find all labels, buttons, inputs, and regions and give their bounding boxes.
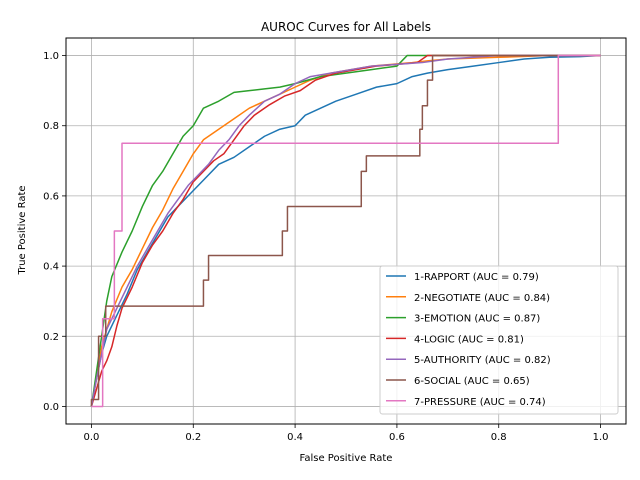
x-tick-label: 0.6 [389,432,405,443]
series-lines [90,54,601,408]
x-axis-ticks: 0.0 0.2 0.4 0.6 0.8 1.0 [84,424,609,443]
axes-frame [65,37,627,425]
legend-label: 4-LOGIC (AUC = 0.81) [414,334,524,345]
series-line-7-pressure [91,54,601,408]
x-axis-label: False Positive Rate [300,453,393,464]
legend: 1-RAPPORT (AUC = 0.79) 2-NEGOTIATE (AUC =… [379,265,619,415]
series-line-5-authority [90,54,601,407]
y-tick-label: 0.8 [43,121,59,132]
series-line-6-social [90,54,601,407]
series-line-1-rapport [90,54,601,407]
x-tick-label: 0.4 [287,432,303,443]
y-tick-label: 0.0 [43,402,59,413]
legend-label: 6-SOCIAL (AUC = 0.65) [414,376,530,387]
series-line-3-emotion [90,54,601,407]
legend-label: 7-PRESSURE (AUC = 0.74) [414,397,546,408]
y-tick-label: 0.6 [43,191,59,202]
x-tick-label: 1.0 [593,432,609,443]
y-axis-label: True Positive Rate [17,185,28,275]
y-tick-label: 1.0 [43,51,59,62]
chart-title: AUROC Curves for All Labels [261,20,431,34]
legend-label: 2-NEGOTIATE (AUC = 0.84) [414,293,550,304]
x-tick-label: 0.2 [185,432,201,443]
legend-box [379,265,619,415]
x-tick-label: 0.8 [491,432,507,443]
legend-label: 1-RAPPORT (AUC = 0.79) [414,272,539,283]
y-tick-label: 0.2 [43,332,59,343]
y-axis-ticks: 0.0 0.2 0.4 0.6 0.8 1.0 [43,51,66,413]
y-tick-label: 0.4 [43,262,59,273]
grid [66,38,626,424]
x-tick-label: 0.0 [84,432,100,443]
legend-label: 5-AUTHORITY (AUC = 0.82) [414,355,551,366]
legend-label: 3-EMOTION (AUC = 0.87) [414,314,540,325]
